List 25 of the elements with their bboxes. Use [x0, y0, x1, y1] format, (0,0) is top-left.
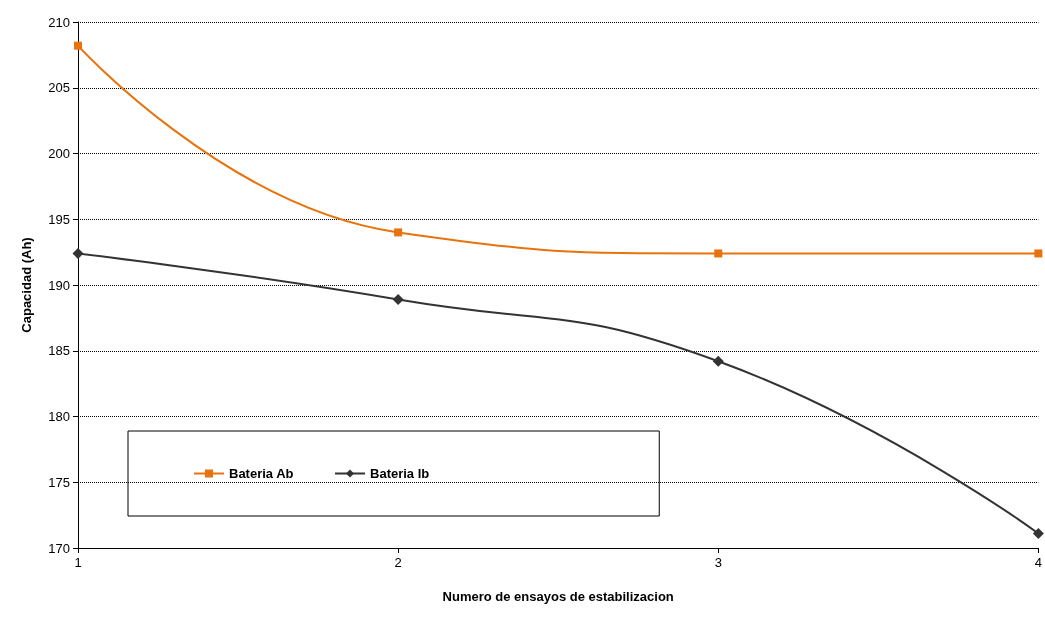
x-tick-label: 3: [714, 555, 722, 570]
legend-label: Bateria Ib: [370, 466, 430, 481]
y-tick-label: 180: [48, 409, 70, 424]
y-tick-label: 175: [48, 474, 70, 490]
x-tick-label: 2: [394, 555, 402, 570]
point: [1034, 249, 1043, 258]
point: [712, 355, 724, 367]
point: [392, 293, 404, 305]
point: [72, 247, 84, 259]
point: [394, 228, 403, 237]
y-tick-label: 195: [48, 211, 70, 227]
y-tick-label: 185: [48, 343, 70, 359]
point: [1032, 528, 1044, 540]
x-tick-label: 4: [1034, 555, 1042, 570]
y-tick-label: 200: [48, 146, 70, 161]
y-tick-label: 170: [48, 540, 70, 556]
x-axis-title: Numero de ensayos de estabilizacion: [442, 589, 674, 604]
y-tick-label: 190: [48, 277, 70, 293]
y-axis-title: Capacidad (Ah): [19, 237, 34, 333]
y-tick-label: 210: [48, 14, 70, 30]
point: [714, 249, 723, 258]
y-tick-label: 205: [48, 80, 70, 96]
point: [74, 41, 82, 50]
legend-label: Bateria Ab: [229, 466, 294, 481]
x-tick-label: 1: [74, 555, 82, 570]
